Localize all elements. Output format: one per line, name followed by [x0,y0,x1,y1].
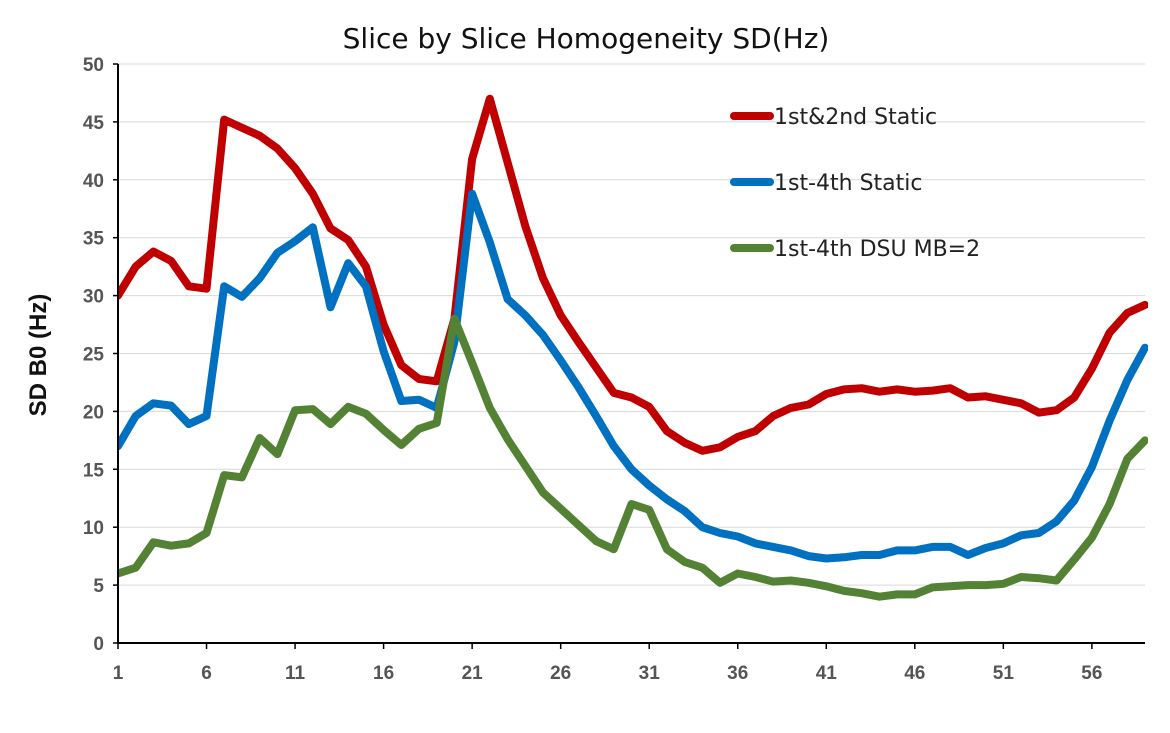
x-tick-label: 36 [727,663,748,684]
y-tick-label: 30 [83,287,104,308]
x-tick-label: 51 [993,663,1015,684]
x-tick-label: 16 [373,663,394,684]
y-tick-label: 15 [83,460,105,481]
series-line-1 [118,94,1148,455]
y-tick-label: 50 [83,55,104,76]
chart-title: Slice by Slice Homogeneity SD(Hz) [343,22,830,55]
y-tick-label: 45 [83,113,105,134]
x-tick-label: 26 [550,663,571,684]
y-tick-label: 10 [83,518,104,539]
x-tick-label: 56 [1081,663,1102,684]
series-line-2 [118,189,1148,563]
series-line-3 [118,314,1148,601]
x-tick-label: 46 [904,663,925,684]
x-tick-label: 31 [639,663,661,684]
y-tick-label: 20 [83,402,104,423]
legend-label: 1st-4th Static [774,171,923,196]
x-tick-label: 41 [816,663,838,684]
x-tick-label: 1 [113,663,124,684]
x-tick-label: 11 [285,663,306,684]
y-axis-label: SD B0 (Hz) [25,294,52,417]
legend-label: 1st-4th DSU MB=2 [774,237,980,262]
legend-label: 1st&2nd Static [774,105,937,130]
legend: 1st&2nd Static 1st-4th Static 1st-4th DSU … [730,105,980,262]
series-lines [118,94,1148,601]
y-tick-label: 0 [93,634,104,655]
y-tick-label: 40 [83,171,104,192]
x-tick-label: 6 [201,663,212,684]
gridlines [118,63,1145,586]
y-tick-label: 35 [83,229,105,250]
x-tick-label: 21 [462,663,484,684]
y-tick-label: 25 [83,345,105,366]
y-tick-label: 5 [93,576,104,597]
